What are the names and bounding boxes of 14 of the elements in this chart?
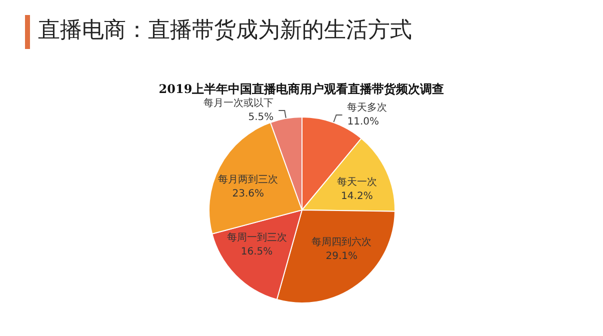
data-label: 14.2%	[341, 190, 373, 202]
slice-label: 每周四到六次	[312, 236, 372, 248]
slice-label: 每月两到三次	[218, 174, 278, 186]
slice-label: 每月一次或以下	[204, 97, 274, 110]
slice-label: 每天一次	[336, 176, 377, 188]
data-label: 16.5%	[240, 246, 273, 258]
data-label: 11.0%	[347, 116, 380, 128]
chart-subtitle: 2019上半年中国直播电商用户观看直播带货频次调查	[158, 82, 444, 96]
slice-label: 每天多次	[347, 101, 388, 114]
slice-label: 每周一到三次	[226, 231, 287, 244]
data-label: 23.6%	[232, 188, 264, 200]
data-label: 29.1%	[326, 251, 358, 262]
data-label: 5.5%	[248, 112, 274, 124]
chart-title: 直播电商：直播带货成为新的生活方式	[38, 17, 412, 45]
